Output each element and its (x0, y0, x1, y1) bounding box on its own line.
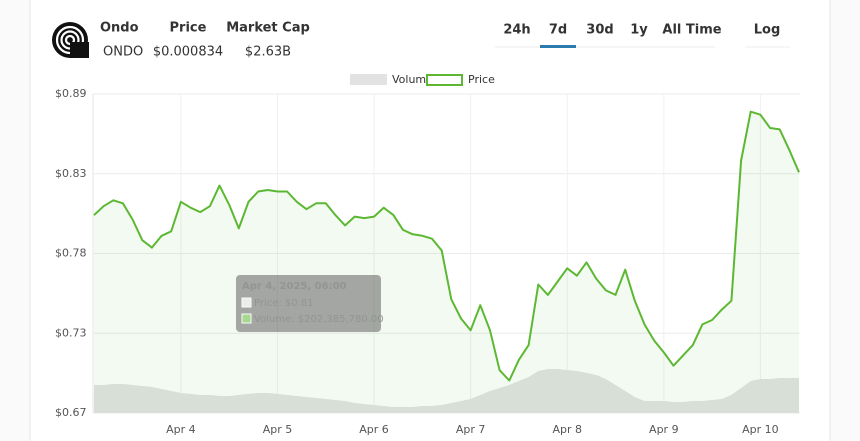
plot: $0.67 $0.73 $0.78 $0.83 $0.89 Apr 4 Apr 5 Apr 6… (55, 73, 800, 436)
x-tick-label: Apr 10 (742, 423, 779, 436)
y-tick-label: $0.89 (55, 87, 87, 100)
y-tick-label: $0.78 (55, 247, 87, 260)
logo (52, 22, 89, 58)
x-tick-label: Apr 4 (166, 423, 196, 436)
coin-name: Ondo (100, 21, 139, 36)
range-tab[interactable]: 7d (549, 23, 567, 38)
card (29, 0, 831, 441)
range-tabs: 24h 7d 30d 1y All Time (503, 23, 722, 48)
range-tab[interactable]: 30d (586, 23, 613, 38)
range-tab[interactable]: 24h (503, 23, 530, 38)
y-tick-label: $0.73 (55, 326, 87, 339)
x-tick-label: Apr 6 (359, 423, 389, 436)
tooltip-title: Apr 4, 2025, 06:00 (242, 281, 347, 292)
tooltip-line: Volume: $202,385,780.00 (254, 314, 384, 325)
x-tick-label: Apr 5 (263, 423, 293, 436)
tooltip-swatch (241, 297, 252, 308)
price-line (93, 110, 800, 382)
market-cap-label: Market Cap (226, 21, 310, 36)
price-area (93, 111, 800, 413)
tooltip-swatch (241, 313, 252, 324)
log-button[interactable]: Log (754, 23, 781, 38)
x-tick-label: Apr 7 (456, 423, 486, 436)
price-label: Price (170, 21, 207, 36)
y-tick-label: $0.83 (55, 167, 87, 180)
price-value: $0.000834 (153, 45, 223, 60)
legend-swatch (426, 74, 463, 86)
active-tab-underline (540, 45, 576, 48)
market-cap-value: $2.63B (245, 45, 291, 60)
volume-area (93, 369, 800, 413)
y-tick-label: $0.67 (55, 406, 87, 419)
tooltip-box (236, 275, 381, 332)
legend-label: Volume (392, 73, 433, 86)
legend-swatch (350, 74, 387, 85)
x-tick-label: Apr 8 (552, 423, 582, 436)
x-tick-label: Apr 9 (649, 423, 679, 436)
range-tab[interactable]: All Time (662, 23, 721, 38)
tooltip-line: Price: $0.81 (254, 298, 314, 309)
legend-label: Price (468, 73, 495, 86)
coin-symbol: ONDO (103, 45, 143, 60)
range-tab[interactable]: 1y (630, 23, 648, 38)
tooltip: Apr 4, 2025, 06:00 Price: $0.81 Volume: $2… (236, 275, 384, 332)
